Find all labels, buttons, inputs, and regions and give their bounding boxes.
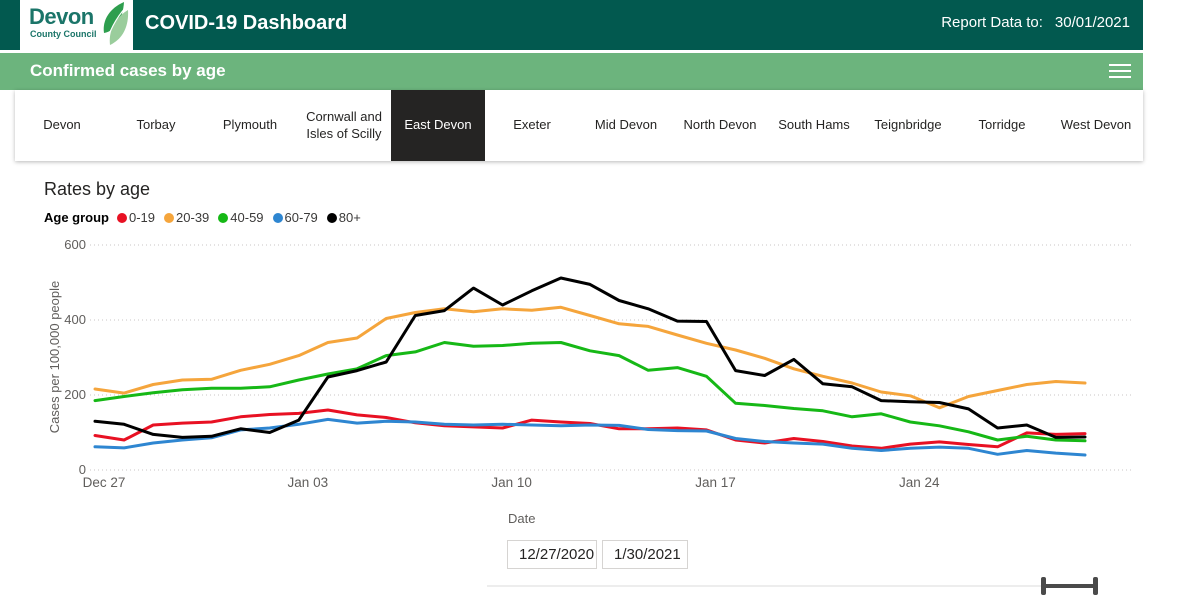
logo-text-devon: Devon (29, 4, 94, 29)
legend-item-label: 80+ (338, 210, 361, 225)
x-tick-label: Dec 27 (83, 475, 126, 490)
legend-item-label: 0-19 (129, 210, 156, 225)
legend-dot-icon (326, 212, 337, 223)
page-title: COVID-19 Dashboard (145, 12, 348, 34)
tab-devon[interactable]: Devon (15, 90, 109, 161)
date-filter-label: Date (508, 511, 536, 526)
report-data: Report Data to: 30/01/2021 (941, 14, 1130, 31)
legend-dot-icon (164, 212, 175, 223)
tab-east-devon[interactable]: East Devon (391, 90, 485, 161)
tab-label: West Devon (1060, 117, 1132, 133)
header: Devon County Council COVID-19 Dashboard … (0, 0, 1143, 50)
tab-label: Devon (43, 117, 81, 133)
date-slider-selected-range[interactable] (1043, 584, 1096, 588)
y-tick-label: 400 (64, 312, 86, 327)
tab-label: Cornwall and Isles of Scilly (306, 108, 382, 141)
legend-item-80[interactable]: 80+ (326, 210, 361, 225)
y-tick-label: 200 (64, 387, 86, 402)
chart-title: Rates by age (44, 179, 151, 199)
series-line-80 (93, 276, 1087, 439)
date-slider-left-handle[interactable] (1041, 577, 1046, 595)
date-slider-track[interactable] (487, 585, 1097, 587)
tab-cornwall-and-isles-of-scilly[interactable]: Cornwall and Isles of Scilly (297, 90, 391, 161)
tab-mid-devon[interactable]: Mid Devon (579, 90, 673, 161)
section-title: Confirmed cases by age (30, 61, 226, 80)
legend-item-label: 60-79 (284, 210, 318, 225)
tab-torbay[interactable]: Torbay (109, 90, 203, 161)
tab-label: Mid Devon (594, 117, 658, 133)
report-data-label: Report Data to: (941, 14, 1043, 31)
tab-label: Torbay (136, 117, 176, 133)
legend-item-label: 20-39 (176, 210, 210, 225)
y-tick-label: 0 (79, 462, 86, 477)
legend-dot-icon (117, 212, 127, 223)
start-date-input[interactable] (507, 540, 597, 569)
region-tabs: Devon Torbay Plymouth Cornwall and Isles of… (15, 90, 1143, 161)
tab-label: South Hams (778, 117, 850, 133)
tab-exeter[interactable]: Exeter (485, 90, 579, 161)
x-tick-label: Jan 24 (899, 475, 940, 490)
age-group-legend: Age group 0-19 20-39 40-59 60-79 80+ (44, 210, 370, 225)
tab-label: Torridge (978, 117, 1026, 133)
devon-county-council-logo: Devon County Council (20, 0, 133, 50)
series-line-20-39 (93, 305, 1087, 410)
legend-item-40-59[interactable]: 40-59 (218, 210, 264, 225)
legend-item-label: 40-59 (230, 210, 264, 225)
tab-north-devon[interactable]: North Devon (673, 90, 767, 161)
series-line-40-59 (93, 341, 1087, 443)
legend-dot-icon (272, 212, 283, 223)
tab-label: Exeter (513, 117, 551, 133)
x-tick-label: Jan 10 (491, 475, 532, 490)
tab-plymouth[interactable]: Plymouth (203, 90, 297, 161)
tab-torridge[interactable]: Torridge (955, 90, 1049, 161)
tab-label: East Devon (404, 117, 472, 133)
y-tick-label: 600 (64, 237, 86, 252)
tab-teignbridge[interactable]: Teignbridge (861, 90, 955, 161)
end-date-input[interactable] (602, 540, 688, 569)
leaf-icon (103, 2, 129, 48)
tab-west-devon[interactable]: West Devon (1049, 90, 1143, 161)
section-bar: Confirmed cases by age (0, 53, 1143, 90)
legend-item-60-79[interactable]: 60-79 (272, 210, 318, 225)
x-tick-label: Jan 17 (695, 475, 736, 490)
report-date-value: 30/01/2021 (1054, 14, 1130, 31)
logo-text-county-council: County Council (30, 29, 97, 39)
date-slider-right-handle[interactable] (1093, 577, 1098, 595)
legend-dot-icon (218, 212, 229, 223)
hamburger-menu-icon[interactable] (1109, 62, 1131, 80)
tab-label: North Devon (683, 117, 757, 133)
tab-south-hams[interactable]: South Hams (767, 90, 861, 161)
rates-by-age-chart: 0 200 400 600 Dec 27 Jan 03 Jan 10 Jan 17 Jan 24 (64, 237, 1133, 490)
legend-item-0-19[interactable]: 0-19 (117, 210, 155, 225)
series-line-60-79 (93, 417, 1087, 457)
tab-label: Teignbridge (874, 117, 942, 133)
tab-label: Plymouth (222, 117, 278, 133)
x-tick-label: Jan 03 (288, 475, 329, 490)
legend-item-20-39[interactable]: 20-39 (164, 210, 209, 225)
legend-title: Age group (44, 210, 109, 225)
